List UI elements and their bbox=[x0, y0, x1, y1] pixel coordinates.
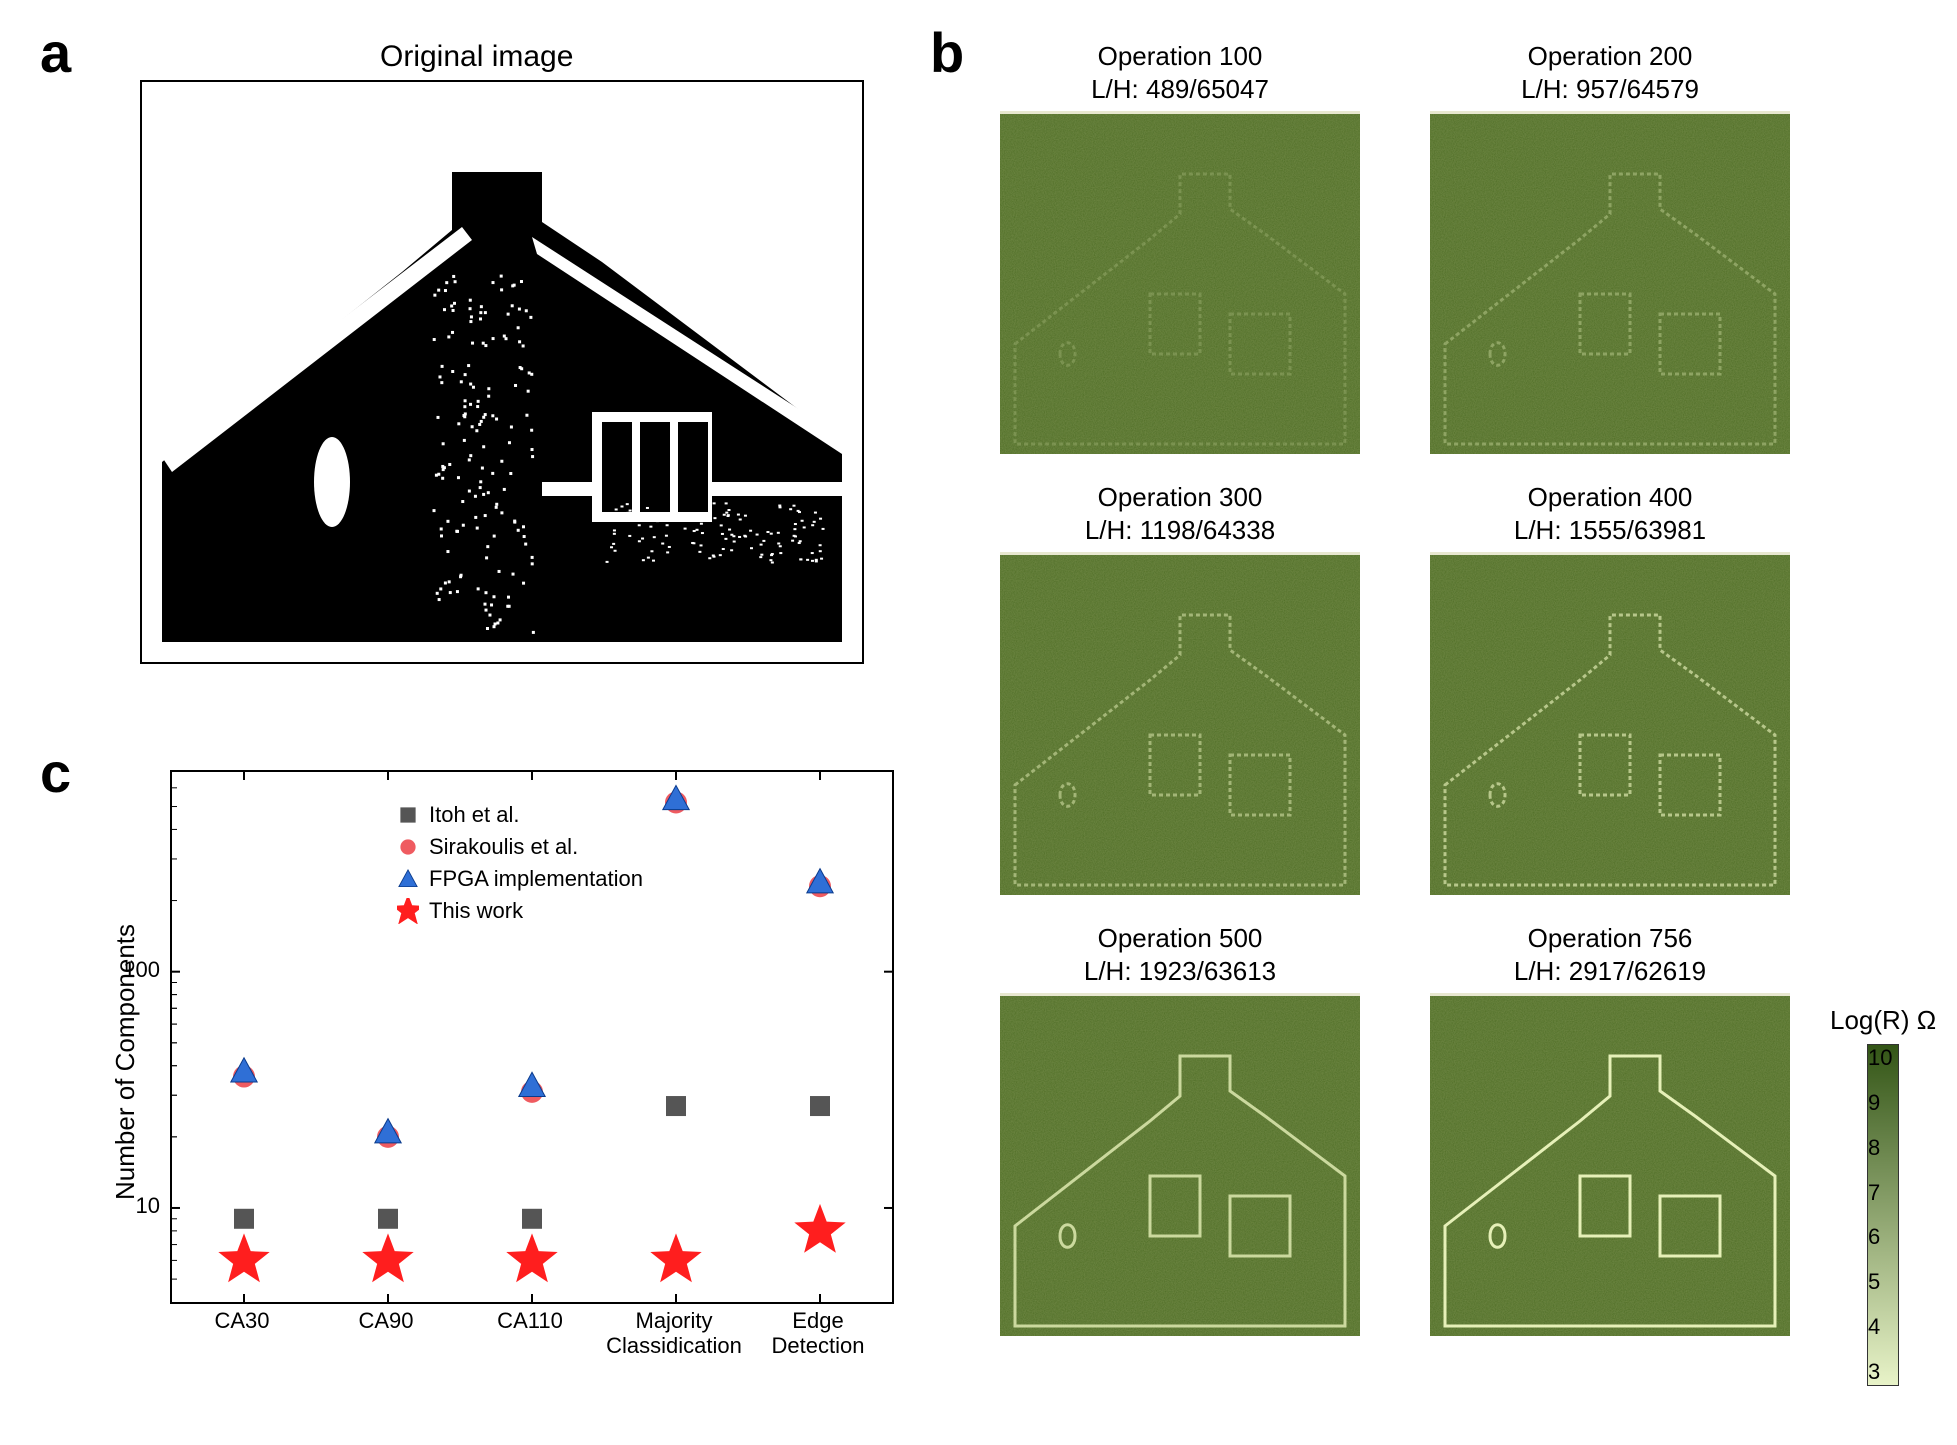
panel-b: Operation 100L/H: 489/65047 O bbox=[1000, 40, 1790, 1333]
operation-cell: Operation 400L/H: 1555/63981 bbox=[1430, 481, 1790, 892]
chart-legend: Itoh et al. Sirakoulis et al. FPGA impleme… bbox=[397, 802, 643, 930]
colorbar-label: Log(R) Ω bbox=[1830, 1005, 1936, 1036]
legend-label: This work bbox=[429, 898, 523, 924]
operation-title: Operation 300L/H: 1198/64338 bbox=[1085, 481, 1275, 546]
data-point bbox=[378, 1209, 398, 1229]
operation-image bbox=[1430, 993, 1790, 1333]
operation-image bbox=[1000, 111, 1360, 451]
panel-label-b: b bbox=[930, 20, 964, 85]
legend-label: Sirakoulis et al. bbox=[429, 834, 578, 860]
operation-cell: Operation 500L/H: 1923/63613 bbox=[1000, 922, 1360, 1333]
operation-title: Operation 756L/H: 2917/62619 bbox=[1514, 922, 1706, 987]
xtick-label: CA90 bbox=[358, 1308, 413, 1333]
data-point bbox=[522, 1209, 542, 1229]
data-point bbox=[234, 1209, 254, 1229]
operation-cell: Operation 756L/H: 2917/62619 bbox=[1430, 922, 1790, 1333]
data-point bbox=[810, 1096, 830, 1116]
colorbar-tick: 9 bbox=[1868, 1090, 1892, 1116]
data-point bbox=[666, 1096, 686, 1116]
operation-image bbox=[1000, 993, 1360, 1333]
operation-title: Operation 100L/H: 489/65047 bbox=[1091, 40, 1269, 105]
legend-marker-icon bbox=[397, 836, 419, 858]
data-point bbox=[375, 1119, 401, 1143]
panel-a-title: Original image bbox=[380, 40, 573, 74]
operation-cell: Operation 300L/H: 1198/64338 bbox=[1000, 481, 1360, 892]
xtick-label: CA30 bbox=[214, 1308, 269, 1333]
data-point bbox=[794, 1204, 845, 1253]
figure-root: a b c Original image Operation 100L/H: 4… bbox=[0, 0, 1957, 1445]
operation-cell: Operation 100L/H: 489/65047 bbox=[1000, 40, 1360, 451]
operation-grid: Operation 100L/H: 489/65047 O bbox=[1000, 40, 1790, 1333]
data-point bbox=[519, 1072, 545, 1096]
legend-item: FPGA implementation bbox=[397, 866, 643, 892]
panel-label-c: c bbox=[40, 740, 71, 805]
data-point bbox=[218, 1233, 269, 1282]
legend-item: This work bbox=[397, 898, 643, 924]
operation-image bbox=[1000, 552, 1360, 892]
legend-label: FPGA implementation bbox=[429, 866, 643, 892]
colorbar: Log(R) Ω 10 9 8 7 6 5 4 3 bbox=[1830, 1005, 1936, 1386]
operation-image bbox=[1430, 111, 1790, 451]
ytick-label: 10 bbox=[120, 1193, 160, 1219]
operation-image bbox=[1430, 552, 1790, 892]
legend-label: Itoh et al. bbox=[429, 802, 520, 828]
colorbar-tick: 4 bbox=[1868, 1314, 1892, 1340]
colorbar-tick: 6 bbox=[1868, 1224, 1892, 1250]
xtick-label: EdgeDetection bbox=[772, 1308, 865, 1359]
colorbar-tick: 3 bbox=[1868, 1359, 1892, 1385]
legend-marker-icon bbox=[397, 868, 419, 890]
legend-item: Itoh et al. bbox=[397, 802, 643, 828]
panel-a-image bbox=[140, 80, 864, 664]
ytick-label: 100 bbox=[120, 957, 160, 983]
house-illustration bbox=[142, 82, 862, 662]
colorbar-tick: 8 bbox=[1868, 1135, 1892, 1161]
operation-cell: Operation 200L/H: 957/64579 bbox=[1430, 40, 1790, 451]
operation-title: Operation 500L/H: 1923/63613 bbox=[1084, 922, 1276, 987]
colorbar-tick: 7 bbox=[1868, 1180, 1892, 1206]
legend-item: Sirakoulis et al. bbox=[397, 834, 643, 860]
colorbar-tick: 5 bbox=[1868, 1269, 1892, 1295]
panel-label-a: a bbox=[40, 20, 71, 85]
xtick-label: CA110 bbox=[497, 1308, 563, 1333]
legend-marker-icon bbox=[397, 900, 419, 922]
legend-marker-icon bbox=[397, 804, 419, 826]
data-point bbox=[650, 1233, 701, 1282]
xtick-label: MajorityClassidication bbox=[606, 1308, 742, 1359]
data-point bbox=[231, 1058, 257, 1082]
operation-title: Operation 400L/H: 1555/63981 bbox=[1514, 481, 1706, 546]
data-point bbox=[506, 1233, 557, 1282]
colorbar-ticks: 10 9 8 7 6 5 4 3 bbox=[1868, 1045, 1892, 1385]
data-point bbox=[362, 1233, 413, 1282]
operation-title: Operation 200L/H: 957/64579 bbox=[1521, 40, 1699, 105]
colorbar-tick: 10 bbox=[1868, 1045, 1892, 1071]
panel-c-chart: Itoh et al. Sirakoulis et al. FPGA impleme… bbox=[170, 770, 894, 1304]
